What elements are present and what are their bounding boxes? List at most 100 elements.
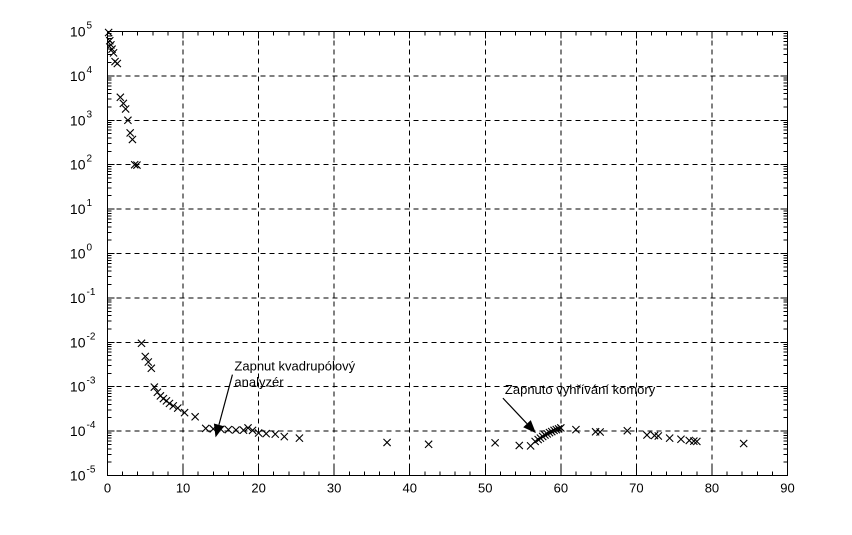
marker-stroke — [515, 441, 524, 450]
data-point-marker — [491, 438, 500, 447]
xtick-label: 70 — [629, 481, 643, 496]
ytick-label: 10 -3 — [70, 376, 96, 395]
marker-stroke — [224, 425, 233, 434]
marker-stroke — [295, 434, 304, 443]
ytick-label: 10 0 — [70, 243, 93, 262]
marker-stroke — [201, 424, 210, 433]
marker-stroke — [556, 423, 565, 432]
data-point-marker — [540, 431, 549, 440]
marker-stroke — [128, 135, 137, 144]
marker-stroke — [739, 439, 748, 448]
marker-stroke — [540, 431, 549, 440]
marker-stroke — [543, 429, 552, 438]
marker-stroke — [424, 440, 433, 449]
data-point-marker — [201, 424, 210, 433]
axes-frame — [107, 31, 788, 476]
ytick-label-mantissa: 10 — [70, 468, 86, 484]
ytick-label-exponent: 2 — [87, 154, 93, 165]
data-point-marker — [126, 128, 135, 137]
data-point-marker — [116, 93, 125, 102]
data-point-marker — [424, 440, 433, 449]
marker-stroke — [623, 426, 632, 435]
data-point-marker — [191, 412, 200, 421]
ytick-label-exponent: 3 — [87, 109, 93, 120]
data-point-marker — [596, 427, 605, 436]
marker-stroke — [141, 352, 150, 361]
data-point-marker — [113, 59, 122, 68]
xtick-label: 90 — [780, 481, 794, 496]
xtick-label: 80 — [705, 481, 719, 496]
xtick-label: 0 — [104, 481, 111, 496]
ytick-label: 10 -5 — [70, 465, 96, 484]
annotation-arrow-shaft — [502, 397, 528, 425]
marker-stroke — [692, 437, 701, 446]
marker-stroke — [137, 339, 146, 348]
axis-ticks — [107, 31, 788, 476]
data-point-marker — [739, 439, 748, 448]
ytick-label: 10 -2 — [70, 331, 96, 350]
xtick-label: 10 — [176, 481, 190, 496]
marker-stroke — [491, 438, 500, 447]
marker-stroke — [383, 438, 392, 447]
data-point-marker — [550, 426, 559, 435]
annotation-arrow-head — [213, 423, 224, 438]
data-point-marker — [689, 437, 698, 446]
marker-stroke — [121, 104, 130, 113]
marker-stroke — [126, 128, 135, 137]
marker-stroke — [676, 435, 685, 444]
marker-stroke — [239, 426, 248, 435]
marker-stroke — [180, 408, 189, 417]
ytick-label-exponent: -4 — [87, 420, 96, 431]
marker-stroke — [552, 425, 561, 434]
data-point-marker — [130, 160, 139, 169]
marker-stroke — [105, 36, 114, 45]
ytick-label-exponent: -3 — [87, 376, 96, 387]
data-point-marker — [128, 135, 137, 144]
data-point-marker — [676, 435, 685, 444]
data-point-marker — [556, 423, 565, 432]
marker-stroke — [550, 426, 559, 435]
ytick-label-exponent: -1 — [87, 287, 96, 298]
data-point-marker — [150, 383, 159, 392]
data-point-marker — [571, 425, 580, 434]
ytick-label: 10 4 — [70, 65, 93, 84]
xtick-label: 50 — [478, 481, 492, 496]
marker-stroke — [113, 59, 122, 68]
plot-frame — [107, 31, 788, 476]
annotation-text-line-1: Zapnuto vyhřívání komory — [505, 382, 656, 397]
ytick-label: 10 -1 — [70, 287, 96, 306]
marker-stroke — [104, 28, 113, 37]
marker-stroke — [169, 401, 178, 410]
ytick-label-exponent: -5 — [87, 465, 96, 476]
marker-stroke — [280, 432, 289, 441]
data-point-marker — [165, 399, 174, 408]
marker-stroke — [547, 427, 556, 436]
marker-stroke — [191, 412, 200, 421]
ytick-label: 10 3 — [70, 109, 93, 128]
data-point-marker — [254, 429, 263, 438]
ytick-label-mantissa: 10 — [70, 157, 86, 173]
marker-stroke — [254, 429, 263, 438]
ytick-label-exponent: -2 — [87, 331, 96, 342]
data-point-marker — [280, 432, 289, 441]
data-point-marker — [132, 161, 141, 170]
data-point-marker — [295, 434, 304, 443]
xtick-label: 60 — [554, 481, 568, 496]
marker-stroke — [123, 116, 132, 125]
marker-stroke — [545, 428, 554, 437]
data-point-marker — [231, 425, 240, 434]
data-point-marker — [554, 424, 563, 433]
ytick-label-exponent: 5 — [87, 21, 93, 32]
ytick-label-exponent: 1 — [87, 198, 93, 209]
marker-stroke — [534, 435, 543, 444]
data-point-marker — [271, 430, 280, 439]
data-point-marker — [692, 437, 701, 446]
xtick-label: 20 — [251, 481, 265, 496]
grid-lines — [107, 31, 788, 476]
data-point-marker — [515, 441, 524, 450]
ytick-label-mantissa: 10 — [70, 112, 86, 128]
ytick-label-exponent: 0 — [87, 243, 93, 254]
marker-stroke — [109, 48, 118, 57]
marker-stroke — [262, 429, 271, 438]
